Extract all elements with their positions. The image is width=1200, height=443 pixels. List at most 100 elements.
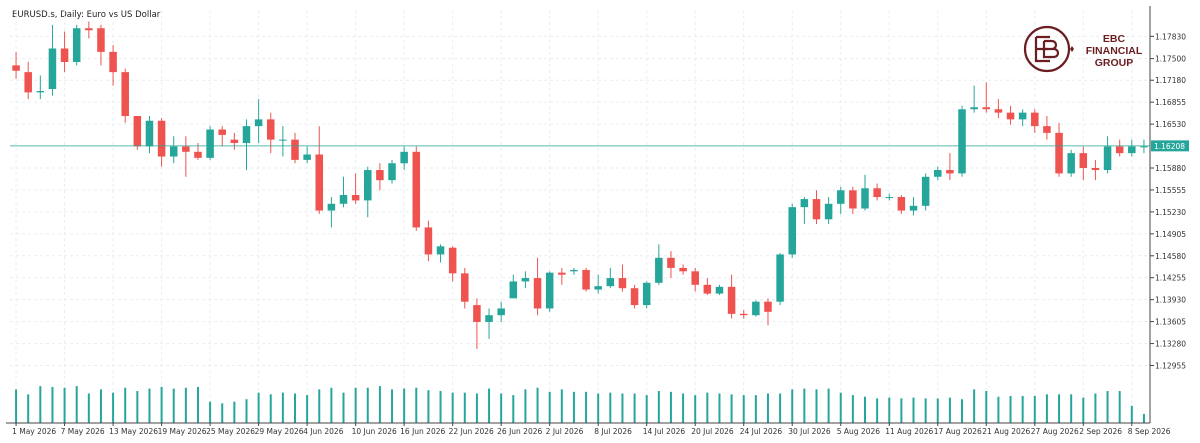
x-tick-label: 27 Aug 2026 bbox=[1031, 427, 1079, 436]
candle-body bbox=[934, 170, 942, 177]
candle-body bbox=[716, 287, 724, 294]
candle-body bbox=[425, 227, 433, 254]
x-tick-label: 10 Jun 2026 bbox=[352, 427, 397, 436]
candle-body bbox=[97, 28, 105, 52]
candle-body bbox=[582, 270, 590, 290]
y-tick-label: 1.13605 bbox=[1155, 318, 1186, 327]
candle-body bbox=[752, 302, 760, 316]
candle-body bbox=[1043, 126, 1051, 133]
candle-body bbox=[704, 285, 712, 294]
candle-body bbox=[291, 140, 299, 160]
candle-body bbox=[413, 152, 421, 228]
candle-body bbox=[352, 195, 360, 200]
x-tick-label: 29 May 2026 bbox=[255, 427, 304, 436]
candle-body bbox=[679, 268, 687, 271]
candle-body bbox=[231, 140, 239, 143]
candle-body bbox=[619, 278, 627, 288]
x-tick-label: 1 May 2026 bbox=[12, 427, 56, 436]
candle bbox=[134, 116, 142, 150]
y-tick-label: 1.13280 bbox=[1155, 340, 1186, 349]
y-tick-label: 1.13930 bbox=[1155, 296, 1186, 305]
candle bbox=[1067, 150, 1075, 177]
candle-body bbox=[497, 308, 505, 315]
candle-body bbox=[522, 278, 530, 281]
candle-body bbox=[1104, 146, 1112, 170]
candle-body bbox=[776, 254, 784, 301]
candle-body bbox=[1067, 153, 1075, 173]
x-tick-label: 21 Aug 2026 bbox=[982, 427, 1030, 436]
candle-body bbox=[861, 188, 869, 208]
candle-body bbox=[303, 154, 311, 159]
candle-body bbox=[983, 107, 991, 109]
candle bbox=[631, 285, 639, 309]
x-tick-label: 16 Jun 2026 bbox=[400, 427, 445, 436]
logo-line-1: EBC bbox=[1081, 33, 1147, 45]
candle-body bbox=[825, 204, 833, 220]
x-tick-label: 11 Aug 2026 bbox=[885, 427, 933, 436]
candle-body bbox=[1116, 146, 1124, 153]
candle-body bbox=[328, 204, 336, 211]
candle-body bbox=[1031, 113, 1039, 127]
candle-body bbox=[1007, 113, 1015, 120]
candle-body bbox=[158, 121, 166, 157]
candle-body bbox=[667, 258, 675, 268]
candle-body bbox=[376, 170, 384, 180]
x-tick-label: 30 Jul 2026 bbox=[788, 427, 831, 436]
candle bbox=[958, 106, 966, 177]
candle-body bbox=[449, 248, 457, 274]
candle bbox=[73, 25, 81, 66]
x-tick-label: 2 Jul 2026 bbox=[546, 427, 584, 436]
x-tick-label: 22 Jun 2026 bbox=[449, 427, 494, 436]
candle-body bbox=[12, 65, 20, 70]
candle-body bbox=[243, 126, 251, 143]
candle-body bbox=[813, 199, 821, 219]
candle-body bbox=[388, 163, 396, 180]
x-tick-label: 2 Sep 2026 bbox=[1079, 427, 1122, 436]
candle-body bbox=[1128, 146, 1136, 153]
y-tick-label: 1.15230 bbox=[1155, 208, 1186, 217]
candle-body bbox=[194, 152, 202, 158]
candle-body bbox=[691, 271, 699, 285]
candle-body bbox=[655, 258, 663, 283]
chart-title: EURUSD.s, Daily: Euro vs US Dollar bbox=[12, 10, 161, 20]
candle-body bbox=[546, 273, 554, 309]
candle-body bbox=[437, 246, 445, 254]
y-tick-label: 1.12955 bbox=[1155, 362, 1186, 371]
x-tick-label: 4 Jun 2026 bbox=[303, 427, 344, 436]
candle-body bbox=[182, 146, 190, 151]
candle-body bbox=[121, 72, 129, 116]
candle-body bbox=[594, 286, 602, 289]
candle bbox=[388, 160, 396, 184]
candle-body bbox=[461, 273, 469, 301]
candle-body bbox=[37, 91, 45, 92]
candle-body bbox=[534, 278, 542, 308]
y-tick-label: 1.16855 bbox=[1155, 98, 1186, 107]
candle-body bbox=[109, 52, 117, 72]
candle-body bbox=[73, 28, 81, 62]
x-tick-label: 8 Jul 2026 bbox=[594, 427, 632, 436]
candle-body bbox=[788, 207, 796, 254]
candle-body bbox=[910, 206, 918, 211]
current-price-label: 1.16208 bbox=[1154, 142, 1185, 151]
candle-body bbox=[801, 199, 809, 207]
x-tick-label: 14 Jul 2026 bbox=[643, 427, 686, 436]
candle-body bbox=[49, 48, 57, 89]
ebc-logo-text: EBC FINANCIAL GROUP bbox=[1081, 33, 1147, 69]
candle-body bbox=[837, 190, 845, 204]
candle-body bbox=[946, 170, 954, 173]
x-tick-label: 20 Jul 2026 bbox=[691, 427, 734, 436]
candle-body bbox=[1140, 146, 1148, 147]
x-tick-label: 7 May 2026 bbox=[61, 427, 105, 436]
candle-body bbox=[170, 146, 178, 156]
candle-body bbox=[607, 278, 615, 286]
candle-body bbox=[728, 287, 736, 314]
candle-body bbox=[473, 305, 481, 322]
x-tick-label: 26 Jun 2026 bbox=[497, 427, 542, 436]
candle-body bbox=[24, 72, 32, 92]
candle bbox=[546, 271, 554, 312]
y-tick-label: 1.14905 bbox=[1155, 230, 1186, 239]
candle bbox=[206, 126, 214, 160]
candle-body bbox=[267, 119, 275, 139]
